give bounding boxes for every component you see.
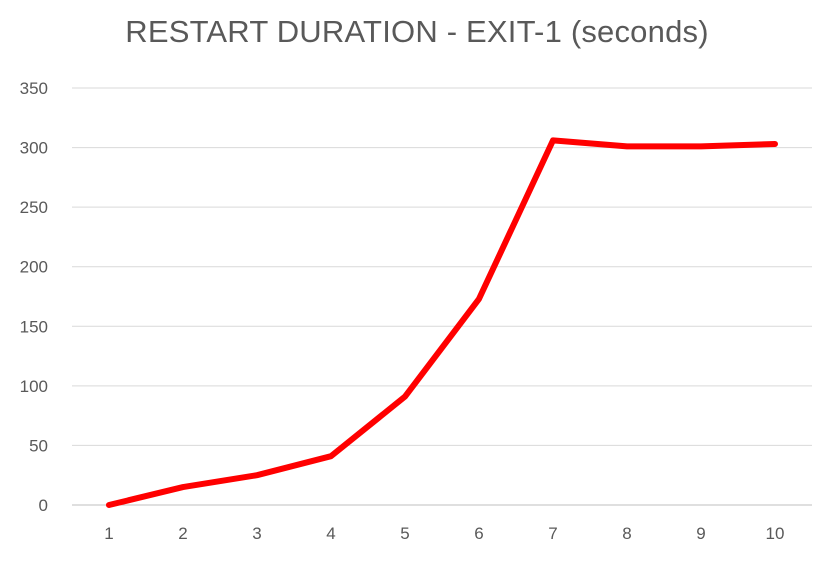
data-point — [772, 141, 778, 147]
data-point — [624, 143, 630, 149]
y-tick-label: 350 — [20, 79, 48, 98]
y-tick-label: 300 — [20, 139, 48, 158]
x-tick-label: 4 — [326, 524, 335, 543]
data-point — [698, 143, 704, 149]
y-axis-ticks: 0 50 100 150 200 250 300 350 — [20, 79, 48, 515]
series-line — [106, 137, 778, 508]
y-tick-label: 250 — [20, 198, 48, 217]
data-point — [328, 453, 334, 459]
data-point — [550, 137, 556, 143]
y-tick-label: 50 — [29, 436, 48, 455]
x-tick-label: 5 — [400, 524, 409, 543]
data-point — [106, 502, 112, 508]
x-tick-label: 1 — [104, 524, 113, 543]
y-tick-label: 100 — [20, 377, 48, 396]
chart-title: RESTART DURATION - EXIT-1 (seconds) — [125, 14, 709, 49]
data-point — [254, 472, 260, 478]
x-tick-label: 10 — [766, 524, 785, 543]
y-tick-label: 150 — [20, 317, 48, 336]
x-tick-label: 7 — [548, 524, 557, 543]
x-axis-ticks: 1 2 3 4 5 6 7 8 9 10 — [104, 524, 784, 543]
x-tick-label: 8 — [622, 524, 631, 543]
data-point — [402, 394, 408, 400]
gridlines — [72, 87, 812, 506]
y-tick-label: 0 — [39, 496, 48, 515]
y-tick-label: 200 — [20, 258, 48, 277]
x-tick-label: 2 — [178, 524, 187, 543]
x-tick-label: 3 — [252, 524, 261, 543]
series-layer — [106, 137, 778, 508]
x-tick-label: 6 — [474, 524, 483, 543]
data-point — [476, 296, 482, 302]
data-point — [180, 484, 186, 490]
x-tick-label: 9 — [696, 524, 705, 543]
